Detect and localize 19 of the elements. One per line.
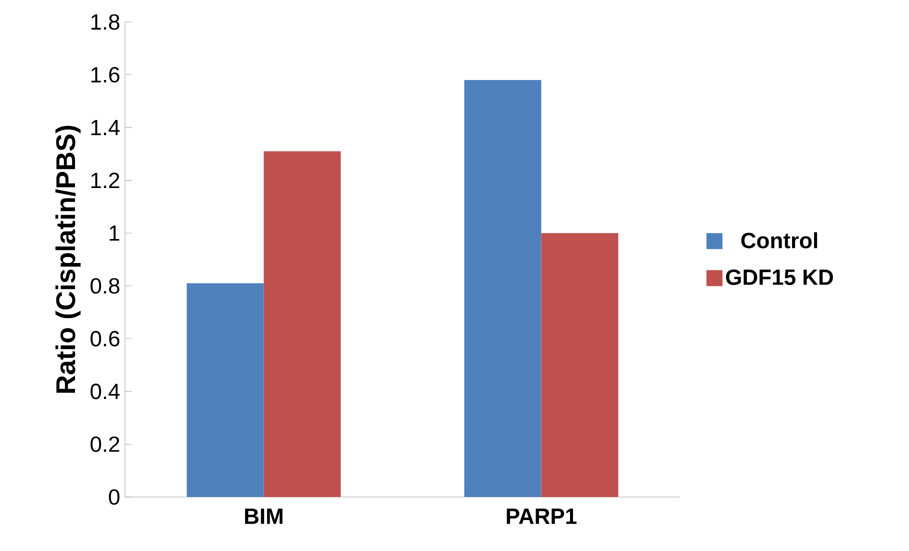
y-tick-label: 0 bbox=[108, 489, 120, 505]
y-tick-label: 1.2 bbox=[91, 172, 120, 188]
bar bbox=[464, 80, 542, 497]
y-tick-label: 0.6 bbox=[90, 330, 120, 346]
y-tick-label: 1.4 bbox=[91, 120, 120, 136]
legend-label: GDF15 KD bbox=[726, 269, 833, 286]
y-tick-label: 1.6 bbox=[91, 66, 120, 83]
y-tick-label: 1 bbox=[110, 226, 120, 241]
legend-label: Control bbox=[741, 232, 818, 248]
y-tick-label: 1.8 bbox=[91, 14, 120, 30]
x-tick-label: BIM bbox=[245, 508, 282, 524]
y-tick-label: 0.2 bbox=[90, 436, 120, 452]
bar bbox=[186, 283, 264, 497]
x-tick-label: PARP1 bbox=[506, 508, 577, 524]
bar bbox=[541, 233, 618, 497]
y-tick-label: 0.4 bbox=[90, 384, 120, 400]
y-tick-label: 0.8 bbox=[90, 278, 120, 294]
bar bbox=[264, 151, 341, 497]
y-axis-title: Ratio (Cisplatin/PBS) bbox=[55, 126, 81, 393]
